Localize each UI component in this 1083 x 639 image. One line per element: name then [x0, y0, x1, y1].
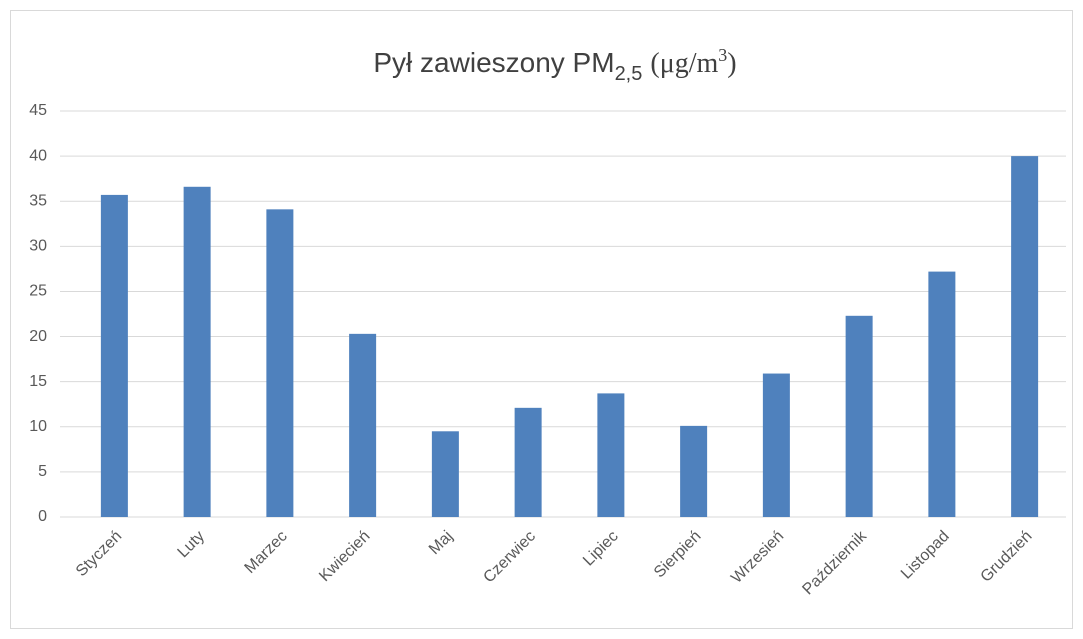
y-tick-label: 40 [29, 147, 47, 164]
bar [680, 425, 708, 517]
title-close: ) [727, 48, 736, 79]
bar [100, 194, 128, 517]
y-tick-label: 45 [29, 102, 47, 119]
y-tick-label: 25 [29, 283, 47, 300]
bar [431, 431, 459, 517]
bar [762, 373, 790, 517]
y-tick-label: 5 [38, 463, 47, 480]
title-subscript: 2,5 [615, 63, 643, 85]
title-main: Pył zawieszony PM [373, 47, 614, 78]
bar [514, 407, 542, 517]
bar [183, 186, 211, 517]
bar [1011, 156, 1039, 517]
bar [928, 271, 956, 517]
bar [266, 209, 294, 517]
bar [349, 333, 377, 517]
y-tick-label: 15 [29, 373, 47, 390]
title-superscript: 3 [718, 45, 727, 65]
title-unit: (μg/m [650, 48, 718, 79]
bar [597, 393, 625, 517]
y-tick-label: 20 [29, 328, 47, 345]
bar [845, 315, 873, 517]
chart-frame [10, 10, 1073, 629]
y-tick-label: 0 [38, 508, 47, 525]
chart-title: Pył zawieszony PM2,5 (μg/m3) [373, 45, 736, 85]
y-tick-label: 10 [29, 418, 47, 435]
y-tick-label: 35 [29, 192, 47, 209]
y-tick-label: 30 [29, 238, 47, 255]
